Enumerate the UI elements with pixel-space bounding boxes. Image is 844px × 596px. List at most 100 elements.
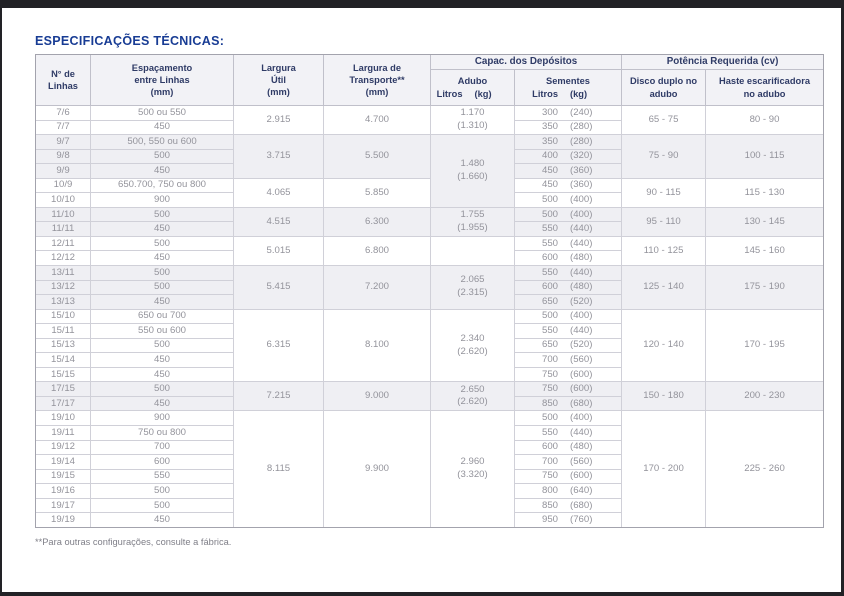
spec-row: 13/12 500 600 (480) — [35, 279, 824, 296]
header-line: Haste escarificadora — [719, 76, 810, 87]
cell-espacamento: 500 ou 550 — [90, 105, 234, 121]
cell-largura-transporte: 5.850 — [323, 177, 431, 208]
cell-sementes: 600 (480) — [513, 439, 623, 456]
cell-n-linhas: 12/12 — [35, 250, 91, 267]
spec-row: 15/10 650 ou 700 6.315 8.100 2.340 (2.620) 500… — [35, 308, 825, 383]
spec-row: 19/16 500 800 (640) — [35, 483, 824, 499]
cell-espacamento: 500 — [90, 497, 234, 514]
cell-sementes: 650 (520) — [513, 294, 623, 310]
cell-sementes: 500 (400) — [513, 410, 623, 427]
sementes-litros: 800 — [541, 484, 558, 496]
header-line: Sementes — [546, 76, 590, 87]
spec-table-body: 7/6 500 ou 550 2.915 4.700 1.170 (1.310) 300 (2… — [35, 104, 825, 528]
cell-potencia-haste: 200 - 230 — [705, 381, 825, 412]
cell-espacamento: 450 — [90, 366, 234, 383]
sementes-kg: (480) — [570, 252, 593, 264]
header-line: Adubo — [457, 76, 488, 87]
sementes-kg: (680) — [570, 499, 593, 511]
header-line: Útil — [271, 74, 286, 85]
cell-potencia-haste: 170 - 195 — [705, 308, 825, 383]
spec-row: 19/10 900 8.115 9.900 2.960 (3.320) 500 (400) 17… — [35, 410, 825, 528]
cell-n-linhas: 13/12 — [35, 279, 91, 296]
sementes-litros: 350 — [541, 121, 558, 133]
cell-sementes: 450 (360) — [513, 177, 623, 194]
cell-n-linhas: 13/13 — [35, 294, 91, 310]
cell-n-linhas: 19/16 — [35, 483, 91, 499]
cell-largura-transporte: 6.800 — [323, 235, 431, 267]
sementes-litros: 500 — [541, 194, 558, 206]
col-header-espacamento: Espaçamento entre Linhas (mm) — [90, 54, 234, 106]
sementes-kg: (440) — [570, 426, 593, 438]
cell-n-linhas: 15/13 — [35, 337, 91, 354]
cell-adubo — [430, 235, 515, 267]
cell-potencia-disco: 120 - 140 — [621, 308, 707, 383]
header-litros-label: Litros — [436, 88, 463, 99]
cell-sementes: 500 (400) — [513, 192, 623, 208]
spec-row: 17/15 500 7.215 9.000 2.650 (2.620) 750 (600) 15… — [35, 381, 825, 412]
sementes-litros: 550 — [541, 223, 558, 235]
cell-espacamento: 500 — [90, 381, 234, 397]
sementes-kg: (480) — [570, 441, 593, 453]
cell-espacamento: 450 — [90, 163, 234, 179]
sementes-kg: (400) — [570, 412, 593, 424]
sementes-kg: (280) — [570, 121, 593, 133]
cell-sementes: 300 (240) — [513, 105, 623, 121]
cell-potencia-disco: 65 - 75 — [621, 104, 707, 136]
spec-row: 19/14 600 700 (560) — [35, 454, 824, 470]
cell-espacamento: 550 — [90, 468, 234, 485]
sementes-kg: (360) — [570, 179, 593, 191]
sementes-litros: 550 — [541, 266, 558, 278]
sementes-litros: 600 — [541, 252, 558, 264]
cell-potencia-haste: 175 - 190 — [705, 265, 825, 310]
cell-sementes: 850 (680) — [513, 497, 623, 514]
sementes-kg: (520) — [570, 339, 593, 351]
sementes-litros: 500 — [541, 412, 558, 424]
group-header-potencia: Potência Requerida (cv) — [621, 54, 825, 70]
cell-sementes: 600 (480) — [513, 250, 623, 267]
sementes-kg: (560) — [570, 455, 593, 467]
cell-largura-util: 2.915 — [233, 104, 324, 136]
spec-table-header: N° de Linhas Espaçamento entre Linhas (m… — [35, 54, 825, 106]
cell-n-linhas: 19/14 — [35, 454, 91, 470]
sementes-litros: 850 — [541, 397, 558, 409]
cell-espacamento: 500 — [90, 265, 234, 281]
cell-sementes: 500 (400) — [513, 206, 623, 223]
cell-n-linhas: 10/10 — [35, 192, 91, 208]
adubo-litros: 1.755 — [460, 208, 485, 220]
cell-sementes: 700 (560) — [513, 454, 623, 470]
header-line: N° de — [51, 68, 75, 79]
cell-espacamento: 450 — [90, 294, 234, 310]
sementes-litros: 850 — [541, 499, 558, 511]
cell-sementes: 550 (440) — [513, 265, 623, 281]
cell-sementes: 350 (280) — [513, 119, 623, 136]
cell-espacamento: 500 — [90, 337, 234, 354]
cell-n-linhas: 7/6 — [35, 105, 91, 121]
sementes-litros: 400 — [541, 150, 558, 162]
cell-espacamento: 450 — [90, 119, 234, 136]
cell-potencia-haste: 130 - 145 — [705, 206, 825, 237]
cell-n-linhas: 11/11 — [35, 221, 91, 237]
cell-n-linhas: 15/10 — [35, 308, 91, 325]
header-line: Transporte** — [349, 74, 405, 85]
adubo-litros: 2.065 — [460, 274, 485, 286]
cell-largura-util: 4.065 — [233, 177, 324, 208]
cell-espacamento: 500 — [90, 235, 234, 252]
cell-largura-util: 4.515 — [233, 206, 324, 237]
cell-potencia-disco: 95 - 110 — [621, 206, 707, 237]
spec-row: 19/19 450 950 (760) — [35, 512, 824, 528]
cell-n-linhas: 19/11 — [35, 425, 91, 441]
col-header-sementes: Sementes Litros (kg) — [513, 69, 623, 106]
header-kg-label: (kg) — [474, 88, 492, 99]
cell-n-linhas: 15/14 — [35, 352, 91, 368]
header-line: (mm) — [267, 87, 290, 98]
sementes-kg: (280) — [570, 135, 593, 147]
cell-espacamento: 500 — [90, 206, 234, 223]
header-units: Litros (kg) — [431, 88, 514, 100]
cell-sementes: 550 (440) — [513, 425, 623, 441]
sementes-kg: (760) — [570, 514, 593, 526]
cell-sementes: 750 (600) — [513, 366, 623, 383]
spec-sheet: ESPECIFICAÇÕES TÉCNICAS: N° de Linhas Es… — [35, 34, 825, 547]
cell-n-linhas: 10/9 — [35, 177, 91, 194]
group-header-depositos: Capac. dos Depósitos — [429, 54, 623, 70]
header-litros-label: Litros — [532, 88, 558, 99]
